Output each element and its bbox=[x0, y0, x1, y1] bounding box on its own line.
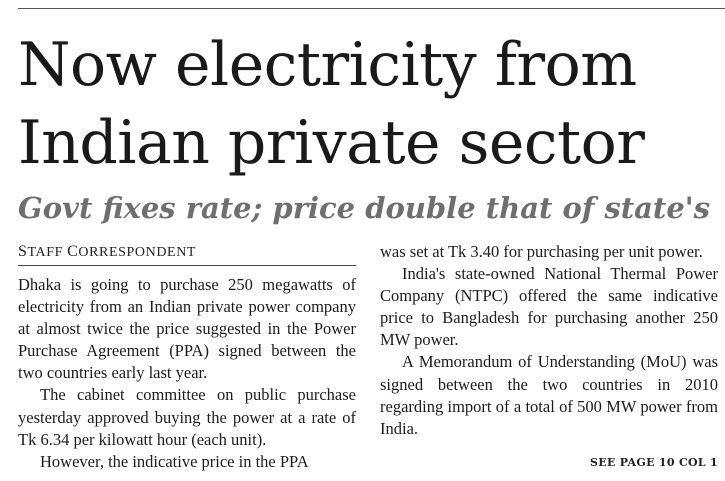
top-rule bbox=[18, 8, 725, 9]
body-column-left: Dhaka is going to purchase 250 megawatts… bbox=[18, 274, 356, 473]
byline: STAFF CORRESPONDENT bbox=[18, 243, 356, 266]
byline-c-rest: ORRESPONDENT bbox=[78, 245, 197, 260]
byline-c-cap: C bbox=[67, 243, 79, 260]
headline-line-1: Now electricity from bbox=[18, 30, 637, 100]
body-paragraph: was set at Tk 3.40 for purchasing per un… bbox=[380, 242, 703, 261]
body-column-right: was set at Tk 3.40 for purchasing per un… bbox=[380, 241, 718, 440]
headline-line-2: Indian private sector bbox=[18, 108, 645, 178]
headline: Now electricity from Indian private sect… bbox=[18, 26, 718, 182]
body-paragraph: A Memorandum of Understanding (MoU) was … bbox=[380, 352, 718, 438]
jump-line[interactable]: SEE PAGE 10 COL 1 bbox=[590, 456, 718, 469]
body-paragraph: Dhaka is going to purchase 250 megawatts… bbox=[18, 275, 356, 383]
body-paragraph: However, the indicative price in the PPA bbox=[40, 451, 309, 471]
body-paragraph: The cabinet committee on public purchase… bbox=[18, 385, 356, 449]
byline-s-cap: S bbox=[18, 243, 28, 260]
body-paragraph: India's state-owned National Thermal Pow… bbox=[380, 264, 718, 350]
deck-subheadline: Govt fixes rate; price double that of st… bbox=[18, 191, 710, 225]
byline-s-rest: TAFF bbox=[27, 245, 68, 260]
